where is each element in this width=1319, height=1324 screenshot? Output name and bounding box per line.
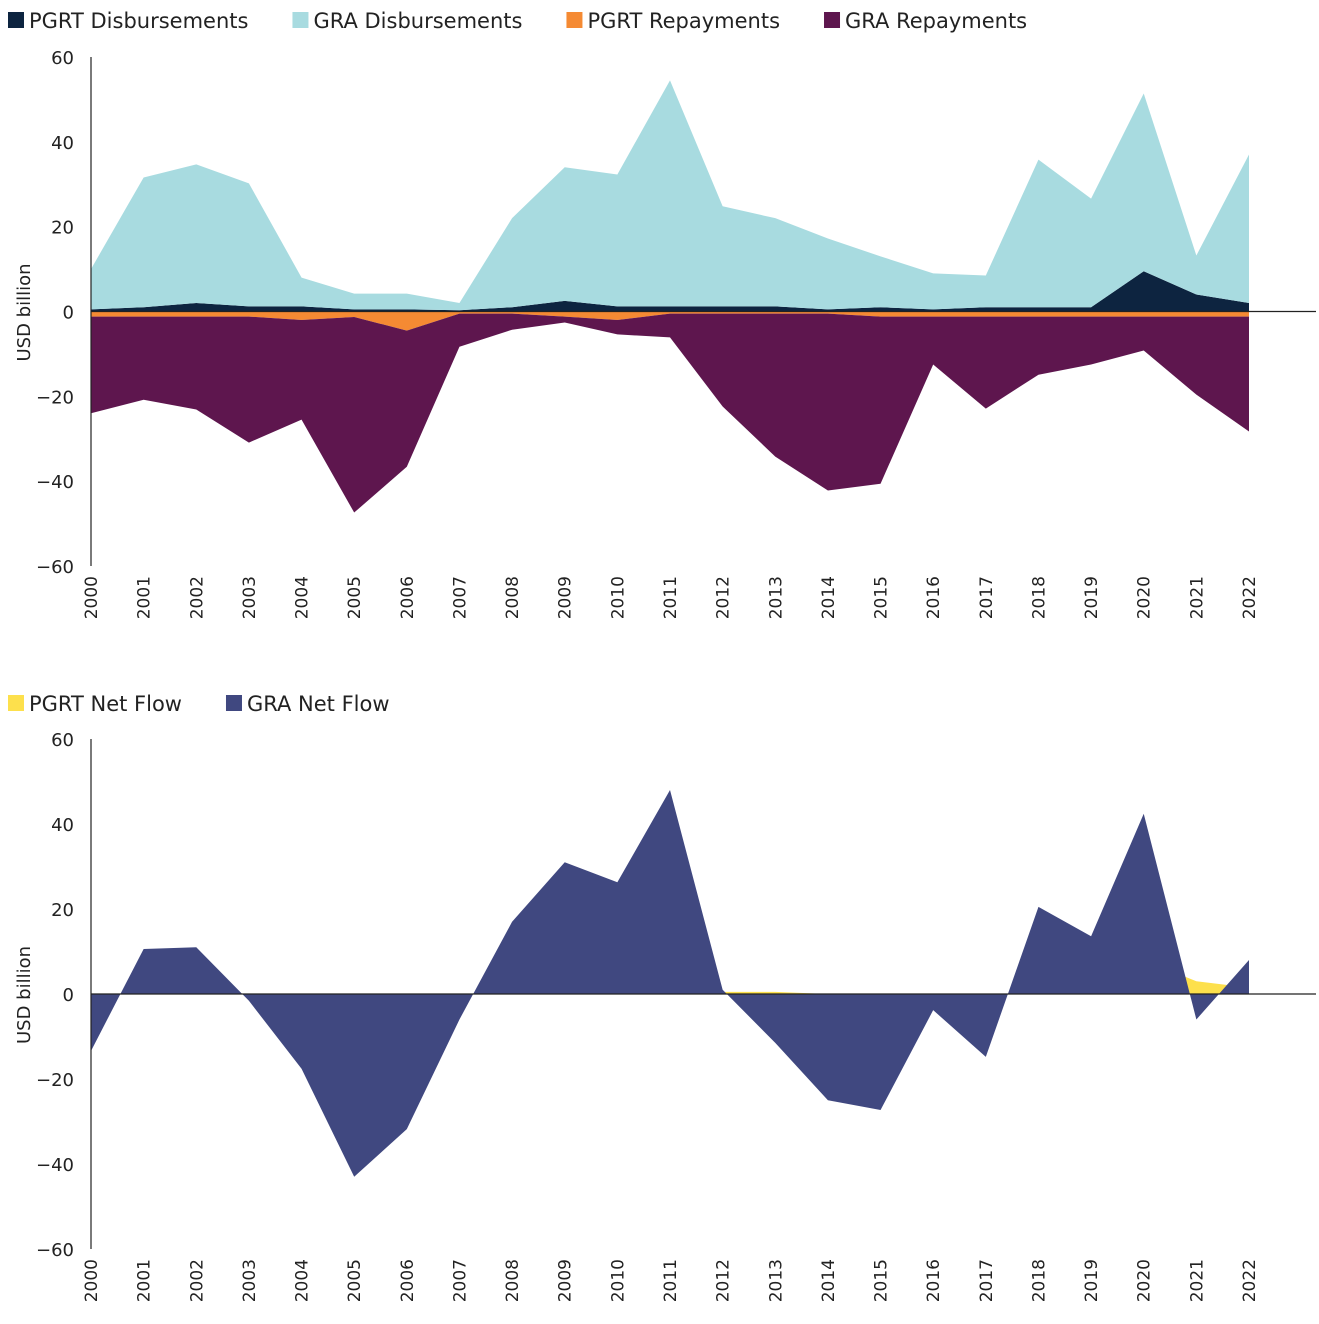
x-tick-label: 2009	[556, 576, 576, 619]
legend-swatch	[824, 12, 841, 28]
x-tick-label: 2017	[977, 1259, 997, 1302]
x-tick-label: 2015	[872, 1259, 892, 1302]
legend-swatch	[566, 12, 583, 28]
x-tick-label: 2011	[661, 1259, 681, 1302]
legend-label: PGRT Disbursements	[29, 9, 248, 33]
x-tick-label: 2007	[450, 576, 470, 619]
y-tick-label: 20	[51, 218, 74, 239]
x-tick-label: 2019	[1082, 1259, 1102, 1302]
x-tick-label: 2008	[503, 576, 523, 619]
legend-label: PGRT Net Flow	[29, 692, 182, 716]
y-tick-label: 0	[63, 985, 74, 1006]
y-axis-label: USD billion	[14, 946, 35, 1044]
x-tick-label: 2012	[714, 576, 734, 619]
chart: PGRT Net Flow GRA Net Flow −60 −40 −20 0 20 40 6…	[8, 692, 1316, 1302]
x-tick-label: 2019	[1082, 576, 1102, 619]
x-tick-label: 2016	[924, 576, 944, 619]
x-tick-label: 2022	[1240, 576, 1260, 619]
y-axis-label: USD billion	[14, 263, 35, 361]
x-tick-label: 2002	[187, 1259, 207, 1302]
y-tick-label: −40	[36, 1155, 74, 1176]
x-tick-label: 2003	[240, 576, 260, 619]
x-tick-label: 2018	[1029, 1259, 1049, 1302]
x-tick-label: 2006	[398, 1259, 418, 1302]
legend-label: PGRT Repayments	[587, 9, 780, 33]
y-tick-label: 0	[63, 303, 74, 324]
legend-swatch	[8, 695, 24, 711]
y-tick-label: 40	[51, 815, 74, 836]
y-tick-label: 20	[51, 900, 74, 921]
x-tick-label: 2002	[187, 576, 207, 619]
legend-label: GRA Disbursements	[313, 9, 522, 33]
x-tick-label: 2010	[608, 1259, 628, 1302]
x-tick-label: 2004	[293, 1259, 313, 1302]
chart: PGRT Disbursements GRA Disbursements PGRT …	[8, 9, 1316, 619]
y-tick-label: −60	[36, 557, 74, 578]
y-tick-label: −40	[36, 472, 74, 493]
x-tick-label: 2014	[819, 576, 839, 619]
x-tick-label: 2001	[135, 1259, 155, 1302]
x-tick-label: 2006	[398, 576, 418, 619]
x-tick-label: 2000	[82, 576, 102, 619]
x-tick-label: 2003	[240, 1259, 260, 1302]
legend-swatch	[8, 12, 24, 28]
x-tick-label: 2020	[1135, 1259, 1155, 1302]
x-tick-label: 2005	[345, 576, 365, 619]
x-tick-label: 2016	[924, 1259, 944, 1302]
x-tick-label: 2017	[977, 576, 997, 619]
y-tick-label: −20	[36, 1070, 74, 1091]
y-tick-label: −60	[36, 1240, 74, 1261]
area	[91, 311, 1249, 331]
area	[91, 271, 1249, 312]
x-tick-label: 2020	[1135, 576, 1155, 619]
area	[91, 790, 1249, 1177]
x-tick-label: 2015	[872, 576, 892, 619]
x-tick-label: 2012	[714, 1259, 734, 1302]
x-tick-label: 2005	[345, 1259, 365, 1302]
legend-label: GRA Repayments	[845, 9, 1027, 33]
x-tick-label: 2022	[1240, 1259, 1260, 1302]
x-tick-label: 2007	[450, 1259, 470, 1302]
x-tick-label: 2014	[819, 1259, 839, 1302]
legend-label: GRA Net Flow	[247, 692, 390, 716]
x-tick-label: 2001	[135, 576, 155, 619]
legend-swatch	[225, 695, 242, 711]
x-tick-label: 2008	[503, 1259, 523, 1302]
x-tick-label: 2011	[661, 576, 681, 619]
y-tick-label: −20	[36, 387, 74, 408]
x-tick-label: 2013	[766, 576, 786, 619]
x-tick-label: 2004	[293, 576, 313, 619]
y-tick-label: 60	[51, 730, 74, 751]
x-tick-label: 2018	[1029, 576, 1049, 619]
x-tick-label: 2010	[608, 576, 628, 619]
x-tick-label: 2009	[556, 1259, 576, 1302]
x-tick-label: 2000	[82, 1259, 102, 1302]
y-tick-label: 40	[51, 133, 74, 154]
x-tick-label: 2021	[1187, 1259, 1207, 1302]
area	[91, 80, 1249, 311]
legend-swatch	[292, 12, 309, 28]
x-tick-label: 2021	[1187, 576, 1207, 619]
area	[91, 313, 1249, 513]
y-tick-label: 60	[51, 48, 74, 69]
x-tick-label: 2013	[766, 1259, 786, 1302]
